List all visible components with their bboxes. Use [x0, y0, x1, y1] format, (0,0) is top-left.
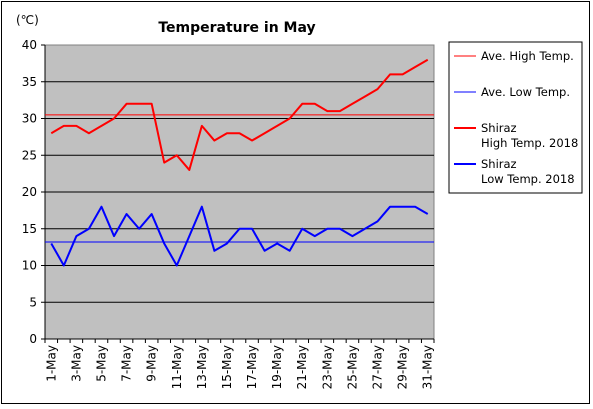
x-tick-label: 23-May	[320, 345, 334, 389]
x-tick-label: 17-May	[245, 345, 259, 389]
legend: Ave. High Temp.Ave. Low Temp.Shiraz High …	[448, 41, 583, 194]
legend-label-line: Ave. Low Temp.	[481, 85, 570, 99]
x-tick-label: 9-May	[145, 345, 159, 382]
legend-label: Shiraz High Temp. 2018	[481, 121, 578, 150]
series-line	[50, 58, 429, 171]
y-tick-label: 40	[22, 38, 37, 52]
x-tick-label: 5-May	[94, 345, 108, 382]
y-tick-label: 0	[29, 332, 37, 346]
legend-label-line: Ave. High Temp.	[481, 49, 574, 63]
legend-label: Ave. Low Temp.	[481, 85, 570, 99]
legend-label-line: Shiraz	[481, 157, 517, 171]
y-tick-label: 10	[22, 259, 37, 273]
y-tick-label: 20	[22, 185, 37, 199]
legend-label: Shiraz Low Temp. 2018	[481, 157, 575, 186]
x-tick-label: 25-May	[345, 345, 359, 389]
x-tick-label: 3-May	[69, 345, 83, 382]
legend-label: Ave. High Temp.	[481, 49, 574, 63]
x-tick-label: 11-May	[170, 345, 184, 389]
y-tick-label: 35	[22, 75, 37, 89]
plot-area: 0 5 10 15 20 25 30 35 40 1-May 3-May 5-May 7-May 9-Ma…	[22, 38, 435, 389]
legend-box	[448, 41, 583, 194]
y-tick-label: 15	[22, 222, 37, 236]
y-tick-label: 25	[22, 148, 37, 162]
chart-frame: (℃) Temperature in May 0 5 10 15 20 25 30 35 40 1…	[1, 1, 590, 404]
y-axis-unit-label: (℃)	[16, 13, 39, 27]
x-tick-label: 7-May	[120, 345, 134, 382]
legend-label-line: Low Temp. 2018	[481, 172, 575, 186]
y-tick-label: 5	[29, 295, 37, 309]
x-tick-label: 27-May	[371, 345, 385, 389]
chart-title: Temperature in May	[158, 20, 315, 36]
x-tick-label: 19-May	[270, 345, 284, 389]
legend-label-line: Shiraz	[481, 121, 517, 135]
x-tick-label: 13-May	[195, 345, 209, 389]
x-tick-label: 31-May	[421, 345, 435, 389]
x-tick-label: 29-May	[396, 345, 410, 389]
x-tick-label: 21-May	[295, 345, 309, 389]
y-tick-label: 30	[22, 112, 37, 126]
legend-label-line: High Temp. 2018	[481, 136, 578, 150]
series-line	[50, 205, 429, 267]
x-tick-label: 15-May	[220, 345, 234, 389]
x-tick-label: 1-May	[44, 345, 58, 382]
